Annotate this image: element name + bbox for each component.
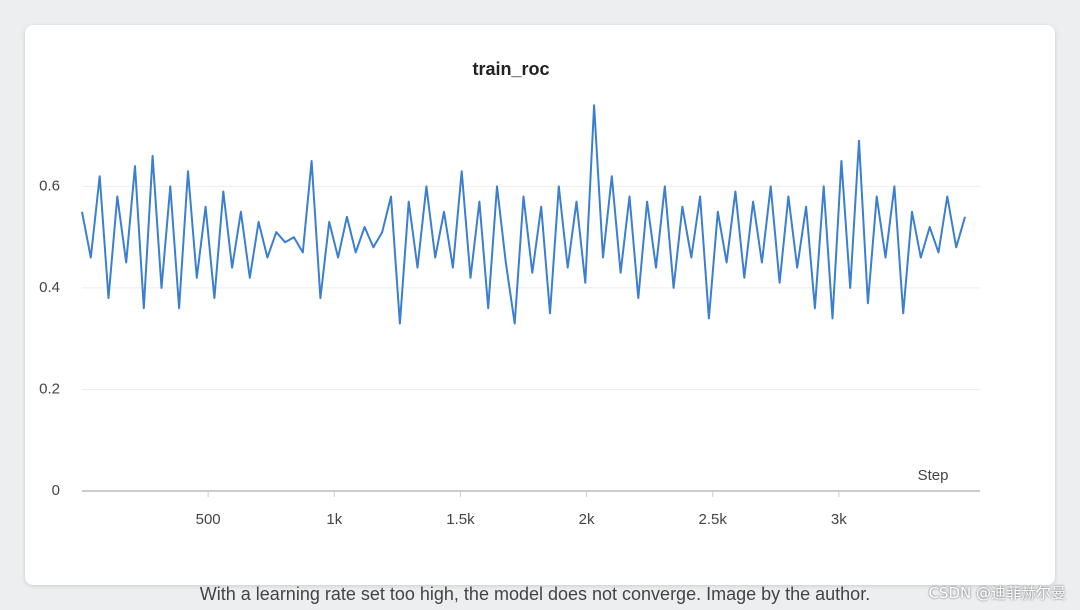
y-tick-label: 0.4 [39, 279, 60, 296]
caption: With a learning rate set too high, the m… [199, 584, 871, 604]
x-tick-label: 3k [831, 511, 847, 528]
card: train_roc Step 0 0.2 0.4 0.6 500 1k 1.5k 2k 2.5k… [25, 25, 1055, 604]
x-tick-label: 1.5k [446, 511, 475, 528]
y-tick-label: 0 [52, 482, 60, 499]
x-tick-label: 2k [579, 511, 595, 528]
watermark: CSDN @迪菲赫尔曼 [928, 584, 1066, 602]
chart: train_roc Step 0 0.2 0.4 0.6 500 1k 1.5k 2k 2.5k… [39, 59, 980, 528]
y-tick-label: 0.2 [39, 380, 60, 397]
x-tick-label: 1k [326, 511, 342, 528]
x-tick-label: 500 [196, 511, 221, 528]
data-line [81, 104, 966, 325]
chart-title: train_roc [472, 59, 549, 79]
y-tick-label: 0.6 [39, 177, 60, 194]
x-tick-label: 2.5k [699, 511, 728, 528]
x-axis-label: Step [918, 467, 949, 484]
